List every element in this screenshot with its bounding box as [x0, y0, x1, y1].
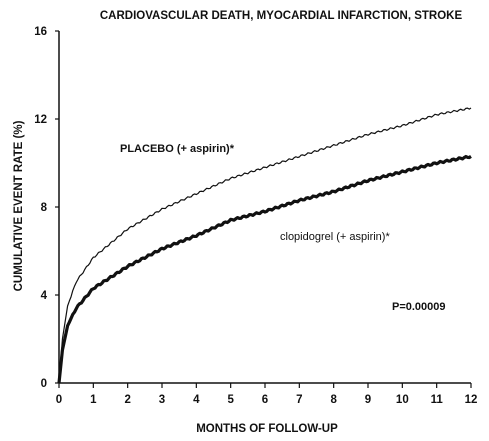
x-tick-label: 2 [124, 394, 130, 406]
label-placebo: PLACEBO (+ aspirin)* [120, 143, 235, 155]
x-tick-label: 7 [296, 394, 302, 406]
y-tick-label: 16 [34, 26, 47, 38]
label-clopidogrel: clopidogrel (+ aspirin)* [280, 231, 390, 243]
chart-title: CARDIOVASCULAR DEATH, MYOCARDIAL INFARCT… [100, 10, 463, 22]
y-axis-title: CUMULATIVE EVENT RATE (%) [13, 120, 25, 291]
x-tick-label: 4 [193, 394, 200, 406]
series-group [57, 107, 472, 384]
y-tick-label: 4 [41, 290, 48, 302]
y-tick-label: 8 [41, 202, 48, 214]
p-value-label: P=0.00009 [392, 301, 446, 313]
x-tick-label: 11 [431, 394, 444, 406]
x-tick-label: 5 [227, 394, 234, 406]
x-tick-label: 6 [262, 394, 268, 406]
x-tick-label: 8 [330, 394, 337, 406]
y-tick-label: 0 [41, 378, 47, 390]
y-tick-label: 12 [34, 114, 47, 126]
x-tick-label: 9 [365, 394, 371, 406]
clopidogrel-line [57, 154, 472, 384]
x-tick-label: 10 [396, 394, 409, 406]
placebo-line [58, 107, 472, 384]
x-tick-label: 3 [159, 394, 165, 406]
x-tick-label: 0 [56, 394, 62, 406]
x-tick-label: 12 [465, 394, 478, 406]
x-tick-label: 1 [90, 394, 97, 406]
x-axis-title: MONTHS OF FOLLOW-UP [196, 423, 338, 435]
